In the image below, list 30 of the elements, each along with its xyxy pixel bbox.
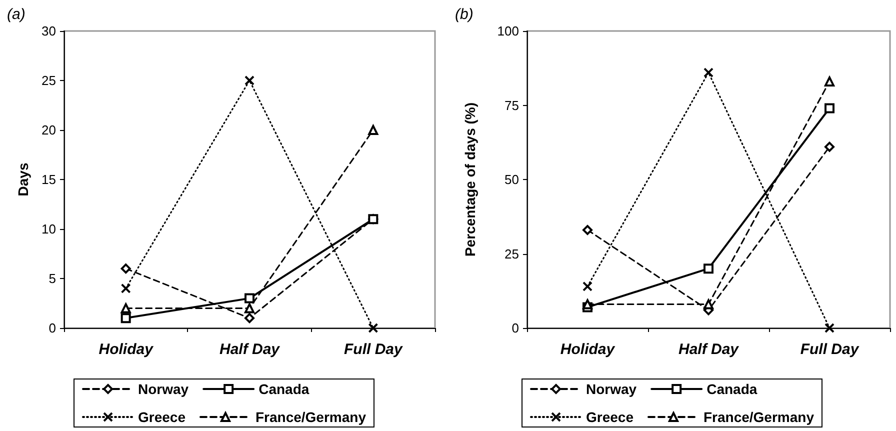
legend-label: Greece: [586, 409, 634, 425]
legend-label: Norway: [138, 381, 189, 397]
y-axis-title: Percentage of days (%): [462, 102, 478, 257]
x-tick-label: Half Day: [219, 341, 280, 358]
x-tick-label: Full Day: [800, 341, 860, 358]
x-tick-label: Holiday: [98, 341, 154, 358]
y-tick-label: 100: [497, 24, 519, 38]
y-tick-label: 75: [504, 98, 519, 113]
y-tick-label: 50: [504, 172, 519, 187]
legend-label: Norway: [586, 381, 637, 397]
x-tick-label: Full Day: [344, 341, 403, 358]
y-tick-label: 5: [48, 271, 56, 286]
legend-label: Canada: [258, 381, 310, 397]
y-tick-label: 25: [42, 73, 56, 88]
y-tick-label: 20: [42, 122, 56, 138]
y-tick-label: 25: [504, 246, 519, 262]
y-tick-label: 30: [42, 24, 56, 38]
y-tick-label: 0: [512, 320, 519, 336]
legend-label: France/Germany: [255, 409, 366, 425]
y-tick-label: 10: [42, 222, 56, 236]
legend-label: Canada: [706, 381, 758, 397]
x-tick-label: Half Day: [678, 341, 740, 358]
y-tick-label: 0: [48, 320, 56, 336]
x-tick-label: Holiday: [560, 341, 616, 358]
chart-title: (b): [455, 6, 474, 23]
legend-label: Greece: [138, 409, 186, 425]
y-axis-title: Days: [15, 162, 31, 196]
legend-label: France/Germany: [703, 409, 814, 425]
chart-title: (a): [7, 6, 26, 23]
y-tick-label: 15: [42, 172, 56, 187]
